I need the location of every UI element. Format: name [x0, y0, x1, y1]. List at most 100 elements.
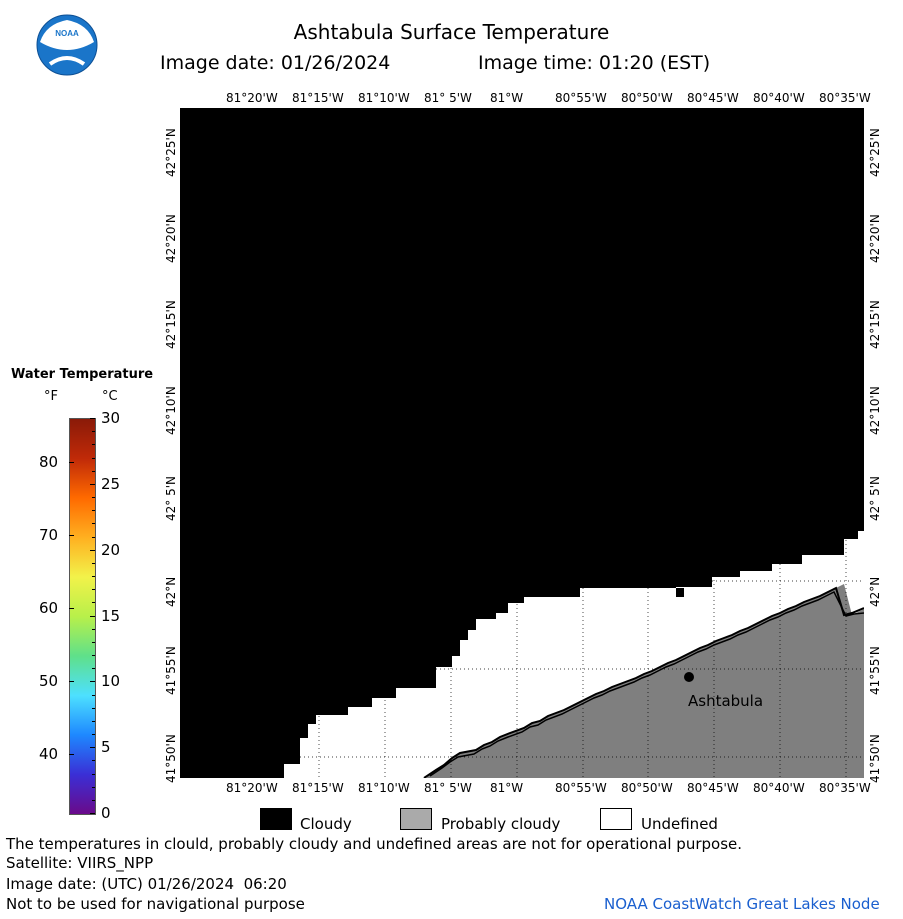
image-date: Image date: 01/26/2024 [160, 52, 391, 74]
c-minor-tick [92, 734, 95, 735]
c-minor-tick [92, 628, 95, 630]
f-tick-mark-0 [69, 461, 74, 463]
lon-bottom-label-1: 81°15'W [292, 781, 344, 795]
c-minor-tick [92, 549, 95, 551]
temperature-map: Ashtabula [180, 108, 864, 778]
f-tick-mark-3 [69, 681, 74, 683]
c-tick-label-4: 10 [101, 672, 121, 691]
c-minor-tick [92, 457, 95, 459]
c-minor-tick [92, 536, 95, 538]
c-minor-tick [92, 615, 95, 617]
c-minor-tick [92, 694, 95, 696]
lon-bottom-label-6: 80°50'W [621, 781, 673, 795]
unit-f: °F [44, 389, 58, 404]
c-minor-tick [92, 668, 95, 670]
c-tick-label-5: 5 [101, 738, 111, 757]
c-tick-label-0: 30 [101, 409, 121, 427]
c-minor-tick [92, 773, 95, 775]
ashtabula-label: Ashtabula [688, 692, 763, 710]
lon-bottom-label-4: 81°W [490, 781, 524, 795]
c-tick-label-2: 20 [101, 540, 121, 559]
c-minor-tick [92, 799, 95, 801]
lat-right-label-2: 42°15'N [868, 300, 882, 349]
lat-left-label-1: 42°20'N [164, 214, 178, 263]
lon-top-label-8: 80°40'W [753, 91, 805, 105]
lon-bottom-label-7: 80°45'W [687, 781, 739, 795]
logo-text: NOAA [55, 29, 79, 38]
unit-c: °C [102, 389, 118, 404]
ashtabula-marker [684, 672, 694, 682]
lat-left-label-0: 42°25'N [164, 128, 178, 177]
page-title: Ashtabula Surface Temperature [293, 20, 610, 44]
lon-top-label-9: 80°35'W [819, 91, 871, 105]
c-minor-tick [92, 418, 95, 419]
lon-top-label-0: 81°20'W [226, 91, 278, 105]
legend-label-undefined: Undefined [641, 815, 718, 833]
lat-right-label-7: 41°50'N [868, 734, 882, 783]
lat-left-label-3: 42°10'N [164, 386, 178, 435]
c-minor-tick [92, 497, 95, 498]
lat-right-label-1: 42°20'N [868, 214, 882, 263]
legend-label-probably-cloudy: Probably cloudy [441, 815, 561, 833]
f-tick-label-2: 60 [39, 599, 59, 618]
lon-top-label-4: 81°W [490, 91, 524, 105]
legend-label-cloudy: Cloudy [300, 815, 352, 833]
c-minor-tick [92, 470, 95, 472]
lat-right-label-4: 42° 5'N [868, 476, 882, 521]
c-minor-tick [92, 576, 95, 577]
f-tick-label-4: 40 [39, 745, 59, 764]
f-tick-mark-4 [69, 754, 74, 756]
lat-right-label-3: 42°10'N [868, 386, 882, 435]
lon-top-label-3: 81° 5'W [424, 91, 472, 105]
c-minor-tick [92, 813, 95, 814]
c-minor-tick [92, 720, 95, 722]
c-minor-tick [92, 444, 95, 446]
satellite: Satellite: VIIRS_NPP [6, 854, 154, 872]
lon-top-label-7: 80°45'W [687, 91, 739, 105]
nav-warning: Not to be used for navigational purpose [6, 895, 305, 913]
legend-swatch-undefined [600, 808, 632, 830]
lon-top-label-2: 81°10'W [358, 91, 410, 105]
c-minor-tick [92, 523, 95, 525]
c-minor-tick [92, 786, 95, 788]
lat-right-label-5: 42°N [868, 576, 882, 607]
lat-left-label-2: 42°15'N [164, 300, 178, 349]
disclaimer: The temperatures in clould, probably clo… [6, 835, 743, 853]
c-minor-tick [92, 641, 95, 643]
c-minor-tick [92, 431, 95, 433]
lon-top-label-5: 80°55'W [555, 91, 607, 105]
lat-left-label-7: 41°50'N [164, 734, 178, 783]
lon-top-label-6: 80°50'W [621, 91, 673, 105]
lon-bottom-label-0: 81°20'W [226, 781, 278, 795]
c-minor-tick [92, 681, 95, 683]
lat-left-label-4: 42° 5'N [164, 476, 178, 521]
lon-bottom-label-5: 80°55'W [555, 781, 607, 795]
f-tick-mark-2 [69, 608, 74, 610]
lon-top-label-1: 81°15'W [292, 91, 344, 105]
lon-bottom-label-9: 80°35'W [819, 781, 871, 795]
land-area [426, 584, 864, 778]
utc-date: Image date: (UTC) 01/26/2024 06:20 [6, 875, 287, 893]
noaa-logo: NOAA [36, 14, 98, 76]
image-time: Image time: 01:20 (EST) [478, 52, 711, 74]
c-tick-label-1: 25 [101, 474, 121, 493]
colorbar-title: Water Temperature [11, 367, 154, 382]
cloud-area [180, 108, 864, 778]
lon-bottom-label-2: 81°10'W [358, 781, 410, 795]
c-minor-tick [92, 510, 95, 512]
lon-bottom-label-3: 81° 5'W [424, 781, 472, 795]
c-minor-tick [92, 760, 95, 762]
f-tick-mark-1 [69, 535, 74, 537]
f-tick-label-0: 80 [39, 452, 59, 471]
c-minor-tick [92, 747, 95, 749]
lon-bottom-label-8: 80°40'W [753, 781, 805, 795]
lat-right-label-0: 42°25'N [868, 128, 882, 177]
c-minor-tick [92, 602, 95, 604]
legend-swatch-probably-cloudy [400, 808, 432, 830]
credit: NOAA CoastWatch Great Lakes Node [604, 895, 880, 913]
c-tick-label-6: 0 [101, 804, 111, 822]
lat-right-label-6: 41°55'N [868, 646, 882, 695]
f-tick-label-1: 70 [39, 526, 59, 545]
f-tick-label-3: 50 [39, 672, 59, 691]
c-minor-tick [92, 655, 95, 656]
